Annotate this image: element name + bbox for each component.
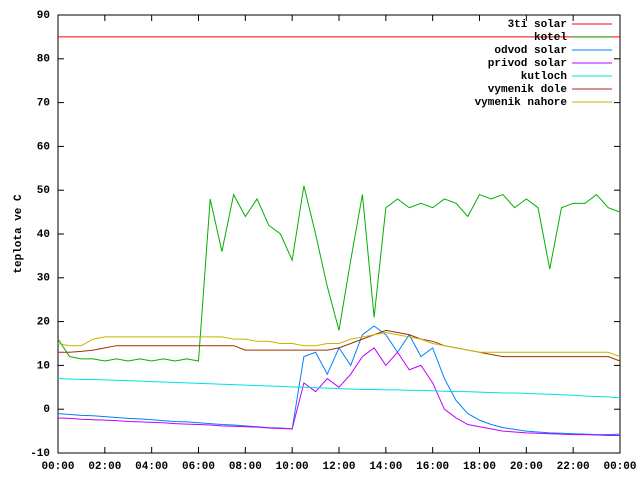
- x-tick-label: 04:00: [135, 461, 168, 473]
- legend-label: vymenik dole: [488, 84, 568, 96]
- x-tick-label: 14:00: [369, 461, 402, 473]
- y-tick-label: 50: [37, 185, 50, 197]
- legend-label: vymenik nahore: [475, 97, 568, 109]
- x-tick-label: 18:00: [463, 461, 496, 473]
- x-tick-label: 00:00: [41, 461, 74, 473]
- x-tick-label: 22:00: [557, 461, 590, 473]
- x-tick-label: 08:00: [229, 461, 262, 473]
- y-tick-label: 60: [37, 141, 50, 153]
- series-line: [57, 347, 620, 436]
- y-tick-label: 30: [37, 273, 50, 285]
- y-tick-label: 70: [37, 98, 50, 110]
- y-tick-label: 10: [37, 360, 50, 372]
- y-tick-label: 40: [37, 229, 50, 241]
- x-tick-label: 02:00: [88, 461, 121, 473]
- legend-label: odvod solar: [494, 45, 567, 57]
- y-axis-label: teplota ve C: [13, 194, 25, 274]
- x-tick-label: 10:00: [276, 461, 309, 473]
- legend-label: kotel: [534, 32, 567, 44]
- x-tick-label: 16:00: [416, 461, 449, 473]
- y-tick-label: 0: [43, 404, 50, 416]
- legend-label: 3ti solar: [508, 19, 567, 31]
- x-tick-label: 00:00: [603, 461, 636, 473]
- x-tick-label: 12:00: [322, 461, 355, 473]
- x-tick-label: 06:00: [182, 461, 215, 473]
- y-tick-label: -10: [30, 448, 50, 460]
- x-tick-label: 20:00: [510, 461, 543, 473]
- legend-label: kutloch: [521, 71, 567, 83]
- series-line: [57, 325, 621, 436]
- y-tick-label: 20: [37, 317, 50, 329]
- y-tick-label: 80: [37, 54, 50, 66]
- series-line: [57, 332, 621, 358]
- series-line: [57, 378, 621, 399]
- series-line: [58, 329, 621, 362]
- y-tick-label: 90: [37, 10, 50, 22]
- series-line: [57, 185, 621, 362]
- legend-label: privod solar: [488, 58, 567, 70]
